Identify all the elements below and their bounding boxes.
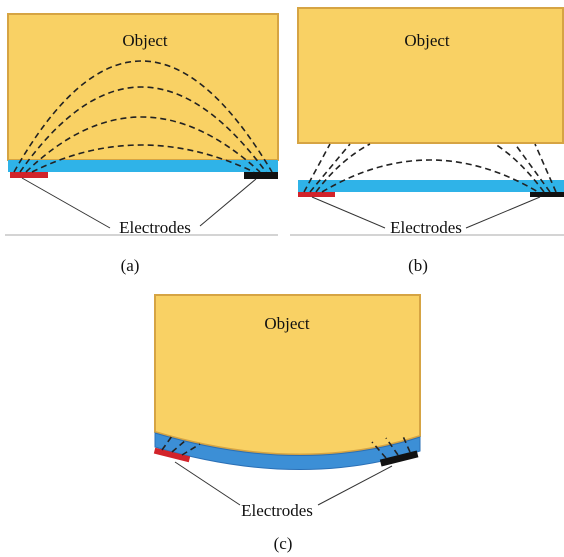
electrode-red [10, 172, 48, 178]
leader-line [312, 197, 385, 228]
leader-line [175, 462, 240, 505]
object-label: Object [122, 31, 168, 50]
object-label: Object [404, 31, 450, 50]
electrodes-label: Electrodes [119, 218, 191, 237]
electrodes-label: Electrodes [390, 218, 462, 237]
object [298, 8, 563, 143]
electrode-black [530, 192, 564, 197]
panel-c: Object Electrodes (c) [154, 295, 420, 553]
substrate [8, 160, 278, 172]
caption: (c) [274, 534, 293, 553]
panel-b: Object Electrodes (b) [290, 8, 564, 275]
caption: (a) [121, 256, 140, 275]
diagram: Object Electrodes (a) Object Electrodes … [0, 0, 564, 557]
electrodes-label: Electrodes [241, 501, 313, 520]
electrode-black [244, 172, 278, 179]
electrode-red [298, 192, 335, 197]
panel-a: Object Electrodes (a) [5, 14, 278, 275]
object-label: Object [264, 314, 310, 333]
substrate [298, 180, 564, 192]
leader-line [466, 197, 540, 228]
leader-line [318, 466, 392, 505]
leader-line [200, 179, 256, 226]
leader-line [22, 178, 110, 228]
caption: (b) [408, 256, 428, 275]
